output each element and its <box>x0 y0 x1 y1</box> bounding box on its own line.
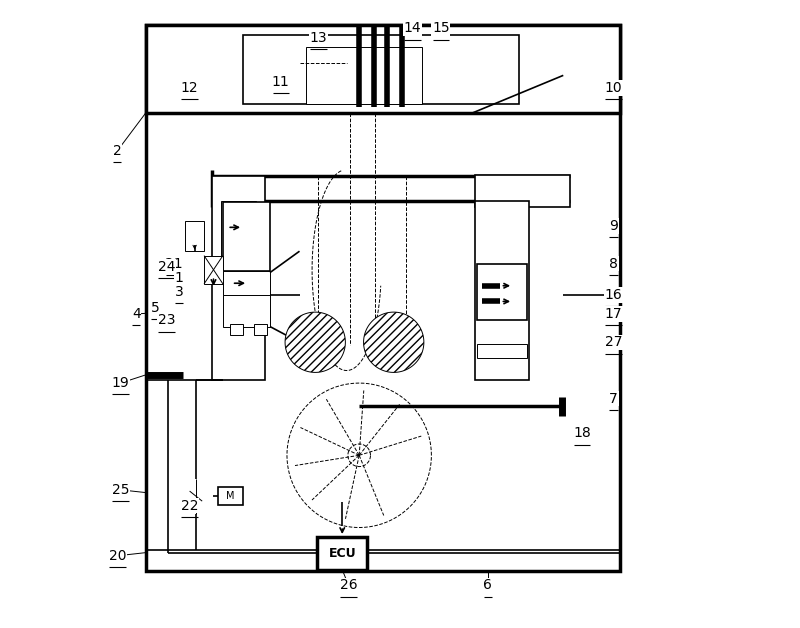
Text: 17: 17 <box>605 307 622 321</box>
Text: 25: 25 <box>112 483 130 497</box>
Bar <box>223 295 270 327</box>
Bar <box>146 25 620 113</box>
Bar <box>223 202 270 271</box>
Text: 20: 20 <box>109 549 126 563</box>
Text: 19: 19 <box>112 376 130 390</box>
Bar <box>221 201 255 276</box>
Bar <box>477 264 527 320</box>
Bar <box>243 35 519 104</box>
Bar <box>475 201 529 380</box>
Text: 23: 23 <box>158 313 175 327</box>
Bar <box>223 271 270 295</box>
Text: 13: 13 <box>310 31 327 45</box>
Text: 10: 10 <box>605 81 622 95</box>
Text: 2: 2 <box>113 144 122 158</box>
Bar <box>477 344 527 358</box>
Text: 27: 27 <box>605 335 622 349</box>
Text: 9: 9 <box>609 219 618 233</box>
Bar <box>211 176 265 380</box>
Bar <box>230 324 243 335</box>
Bar <box>306 47 422 104</box>
Text: 7: 7 <box>609 392 618 406</box>
Text: 26: 26 <box>340 578 358 592</box>
Bar <box>186 221 204 251</box>
Text: 5: 5 <box>150 301 159 315</box>
Text: 8: 8 <box>609 257 618 271</box>
Bar <box>146 25 620 571</box>
Polygon shape <box>285 312 346 372</box>
Text: 3: 3 <box>174 285 183 299</box>
Bar <box>204 256 223 284</box>
Text: ECU: ECU <box>329 547 356 560</box>
Text: 16: 16 <box>605 288 622 302</box>
Text: 4: 4 <box>132 307 141 321</box>
Text: 24: 24 <box>158 260 175 274</box>
Text: 12: 12 <box>181 81 198 95</box>
Text: 22: 22 <box>181 499 198 512</box>
Text: 18: 18 <box>574 426 591 440</box>
Bar <box>317 537 367 570</box>
Text: 14: 14 <box>404 21 422 35</box>
Bar <box>218 487 243 505</box>
Text: 1: 1 <box>174 271 183 284</box>
Text: 11: 11 <box>272 75 290 89</box>
Text: 15: 15 <box>432 21 450 35</box>
Text: 21: 21 <box>165 257 182 271</box>
Text: 6: 6 <box>483 578 492 592</box>
Polygon shape <box>363 312 424 372</box>
Bar <box>475 175 570 207</box>
Text: M: M <box>226 491 234 501</box>
Bar <box>254 324 267 335</box>
